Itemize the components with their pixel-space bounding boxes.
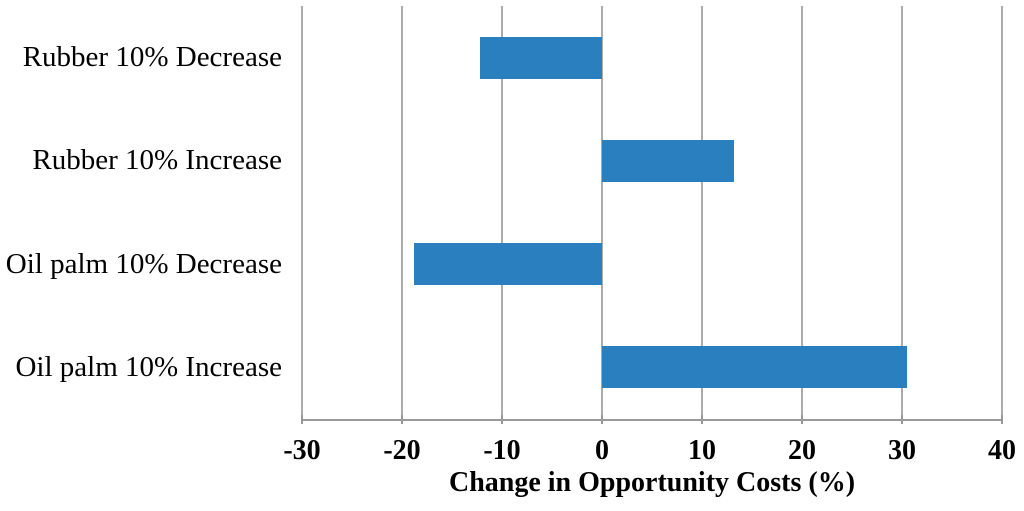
axis-tick-mark bbox=[301, 415, 303, 424]
axis-tick-mark bbox=[701, 415, 703, 424]
bar-rubber-10-increase bbox=[602, 139, 734, 182]
axis-tick-mark bbox=[801, 415, 803, 424]
axis-tick-mark bbox=[901, 415, 903, 424]
axis-tick-mark bbox=[1001, 415, 1003, 424]
category-label: Oil palm 10% Decrease bbox=[5, 247, 282, 280]
gridline bbox=[1001, 6, 1003, 419]
gridline bbox=[601, 6, 603, 419]
x-tick-label: -20 bbox=[383, 435, 421, 466]
axis-tick-mark bbox=[601, 415, 603, 424]
x-tick-label: -10 bbox=[483, 435, 521, 466]
axis-tick-mark bbox=[401, 415, 403, 424]
gridline bbox=[901, 6, 903, 419]
plot-area bbox=[301, 6, 1003, 421]
value-axis-tick-labels: -30 -20 -10 0 10 20 30 40 bbox=[0, 436, 1024, 468]
gridline bbox=[801, 6, 803, 419]
x-tick-label: 0 bbox=[595, 435, 609, 466]
x-tick-label: 40 bbox=[988, 435, 1016, 466]
gridline bbox=[701, 6, 703, 419]
category-label: Rubber 10% Increase bbox=[32, 144, 282, 177]
category-label: Oil palm 10% Increase bbox=[15, 350, 282, 383]
category-axis-labels: Rubber 10% Decrease Rubber 10% Increase Oi… bbox=[0, 6, 282, 419]
bar-oil-palm-10-decrease bbox=[414, 243, 602, 286]
x-tick-label: 30 bbox=[888, 435, 916, 466]
gridline bbox=[501, 6, 503, 419]
gridline bbox=[301, 6, 303, 419]
gridline bbox=[401, 6, 403, 419]
category-label: Rubber 10% Decrease bbox=[22, 41, 282, 74]
bar-oil-palm-10-increase bbox=[602, 346, 907, 389]
x-tick-label: 10 bbox=[688, 435, 716, 466]
x-axis-title: Change in Opportunity Costs (%) bbox=[448, 467, 856, 498]
axis-tick-mark bbox=[501, 415, 503, 424]
bar-rubber-10-decrease bbox=[480, 36, 602, 79]
x-tick-label: -30 bbox=[283, 435, 321, 466]
x-tick-label: 20 bbox=[788, 435, 816, 466]
